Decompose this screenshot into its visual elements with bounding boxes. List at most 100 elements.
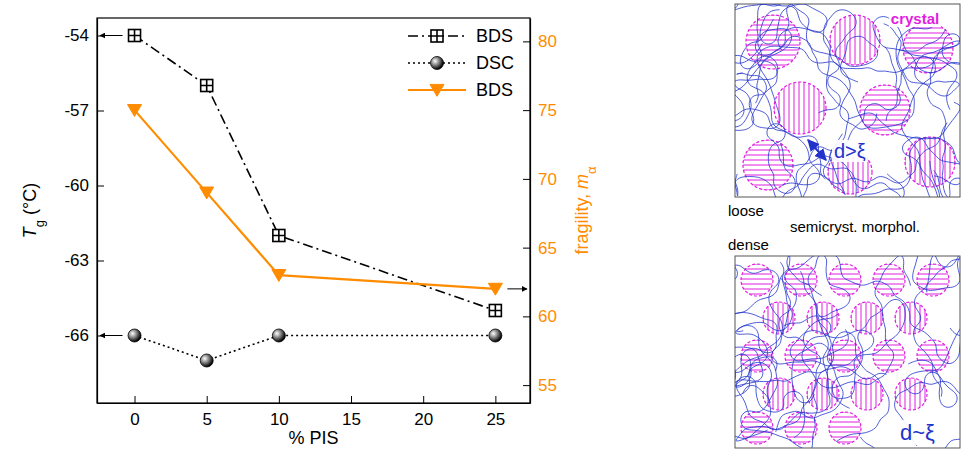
tick: 25 (486, 396, 505, 429)
hatch-line (746, 25, 800, 26)
hatch-line (873, 289, 905, 290)
hatch-line (917, 274, 949, 275)
hatch-line (876, 302, 877, 334)
hatch-line (873, 269, 905, 270)
marker-box (431, 30, 443, 42)
hatch-line (880, 15, 881, 65)
hatch-line (830, 15, 831, 65)
hatch-line (741, 437, 773, 438)
hatch-line (837, 378, 838, 410)
polymer-chain (886, 41, 960, 197)
hatch-line (873, 350, 905, 351)
axis-line (98, 403, 531, 404)
tick: 0 (130, 396, 139, 429)
crystal (829, 264, 861, 296)
hatch-line (861, 302, 862, 334)
marker-box (129, 30, 141, 42)
hatch-line (860, 95, 910, 96)
hatch-line (741, 370, 773, 371)
hatch-line (779, 82, 780, 134)
crystals (741, 264, 949, 444)
hatch-line (741, 279, 773, 280)
hatch-line (829, 294, 861, 295)
crystal (741, 264, 773, 296)
hatch-line (873, 370, 905, 371)
hatch-line (789, 82, 790, 134)
hatch-line (871, 378, 872, 410)
hatch-line (741, 289, 773, 290)
tick-label: 75 (538, 101, 557, 120)
tick-label: -63 (64, 251, 89, 270)
hatch-line (873, 360, 905, 361)
hatch-line (850, 15, 851, 65)
hatch-line (829, 442, 861, 443)
hatch-line (925, 137, 926, 187)
hatch-line (809, 82, 810, 134)
crystal (785, 412, 817, 444)
hatch-line (741, 294, 773, 295)
tick-mark (351, 396, 352, 403)
hatch-line (917, 269, 949, 270)
hatch-line (851, 302, 852, 334)
chains (735, 4, 960, 197)
hatch-line (822, 378, 823, 410)
crystal (830, 15, 880, 65)
hatch-line (829, 269, 861, 270)
chains (735, 256, 960, 448)
plot-frame (97, 18, 530, 403)
hatch-line (866, 378, 867, 410)
hatch-line (829, 427, 861, 428)
hatch-line (860, 100, 910, 101)
tick-mark (523, 179, 530, 180)
tick: -54 (64, 26, 104, 45)
hatch-line (866, 302, 867, 334)
tick-label: 80 (538, 32, 557, 51)
hatch-line (785, 370, 817, 371)
polymer-chain (882, 256, 958, 397)
hatch-line (743, 190, 793, 191)
crystal (829, 412, 861, 444)
marker-cross (129, 30, 141, 42)
hatch-line (746, 15, 800, 16)
annotation: d~ξ (900, 420, 935, 445)
axis-arrow (507, 288, 527, 289)
axis-line (97, 19, 98, 404)
hatch-line (917, 264, 949, 265)
tick-label: 60 (538, 307, 557, 326)
hatch-line (741, 345, 773, 346)
hatch-line (829, 350, 861, 351)
polymer-chain (735, 265, 782, 402)
legend-label: BDS (476, 26, 513, 46)
hatch-line (860, 110, 910, 111)
title-part: (°C) (20, 183, 40, 220)
crystal (851, 378, 883, 410)
distance-arrow (808, 140, 826, 160)
annotation: semicryst. morphol. (790, 218, 920, 235)
tick-mark (97, 111, 104, 112)
crystal-hatch (873, 264, 905, 294)
tick-mark (97, 261, 104, 262)
tick-label: 0 (130, 410, 139, 429)
tick: 60 (523, 307, 557, 326)
hatch-line (785, 365, 817, 366)
marker (488, 283, 502, 295)
hatch-line (774, 82, 775, 134)
tick-mark (523, 110, 530, 111)
polymer-chain (884, 24, 960, 96)
hatch-line (829, 432, 861, 433)
tick: 80 (523, 32, 557, 51)
marker-cross (273, 230, 285, 242)
tick-mark (207, 396, 208, 403)
hatch-line (870, 15, 871, 65)
hatch-line (784, 82, 785, 134)
hatch-line (873, 294, 905, 295)
hatch-line (741, 284, 773, 285)
label-patch (832, 140, 868, 162)
hatch-line (873, 279, 905, 280)
tick: 70 (523, 170, 557, 189)
crystal (851, 302, 883, 334)
polymer-chain (771, 278, 873, 366)
crystal (895, 302, 927, 334)
y-axis-title: Tg (°C) (20, 183, 47, 238)
hatch-line (812, 302, 813, 334)
